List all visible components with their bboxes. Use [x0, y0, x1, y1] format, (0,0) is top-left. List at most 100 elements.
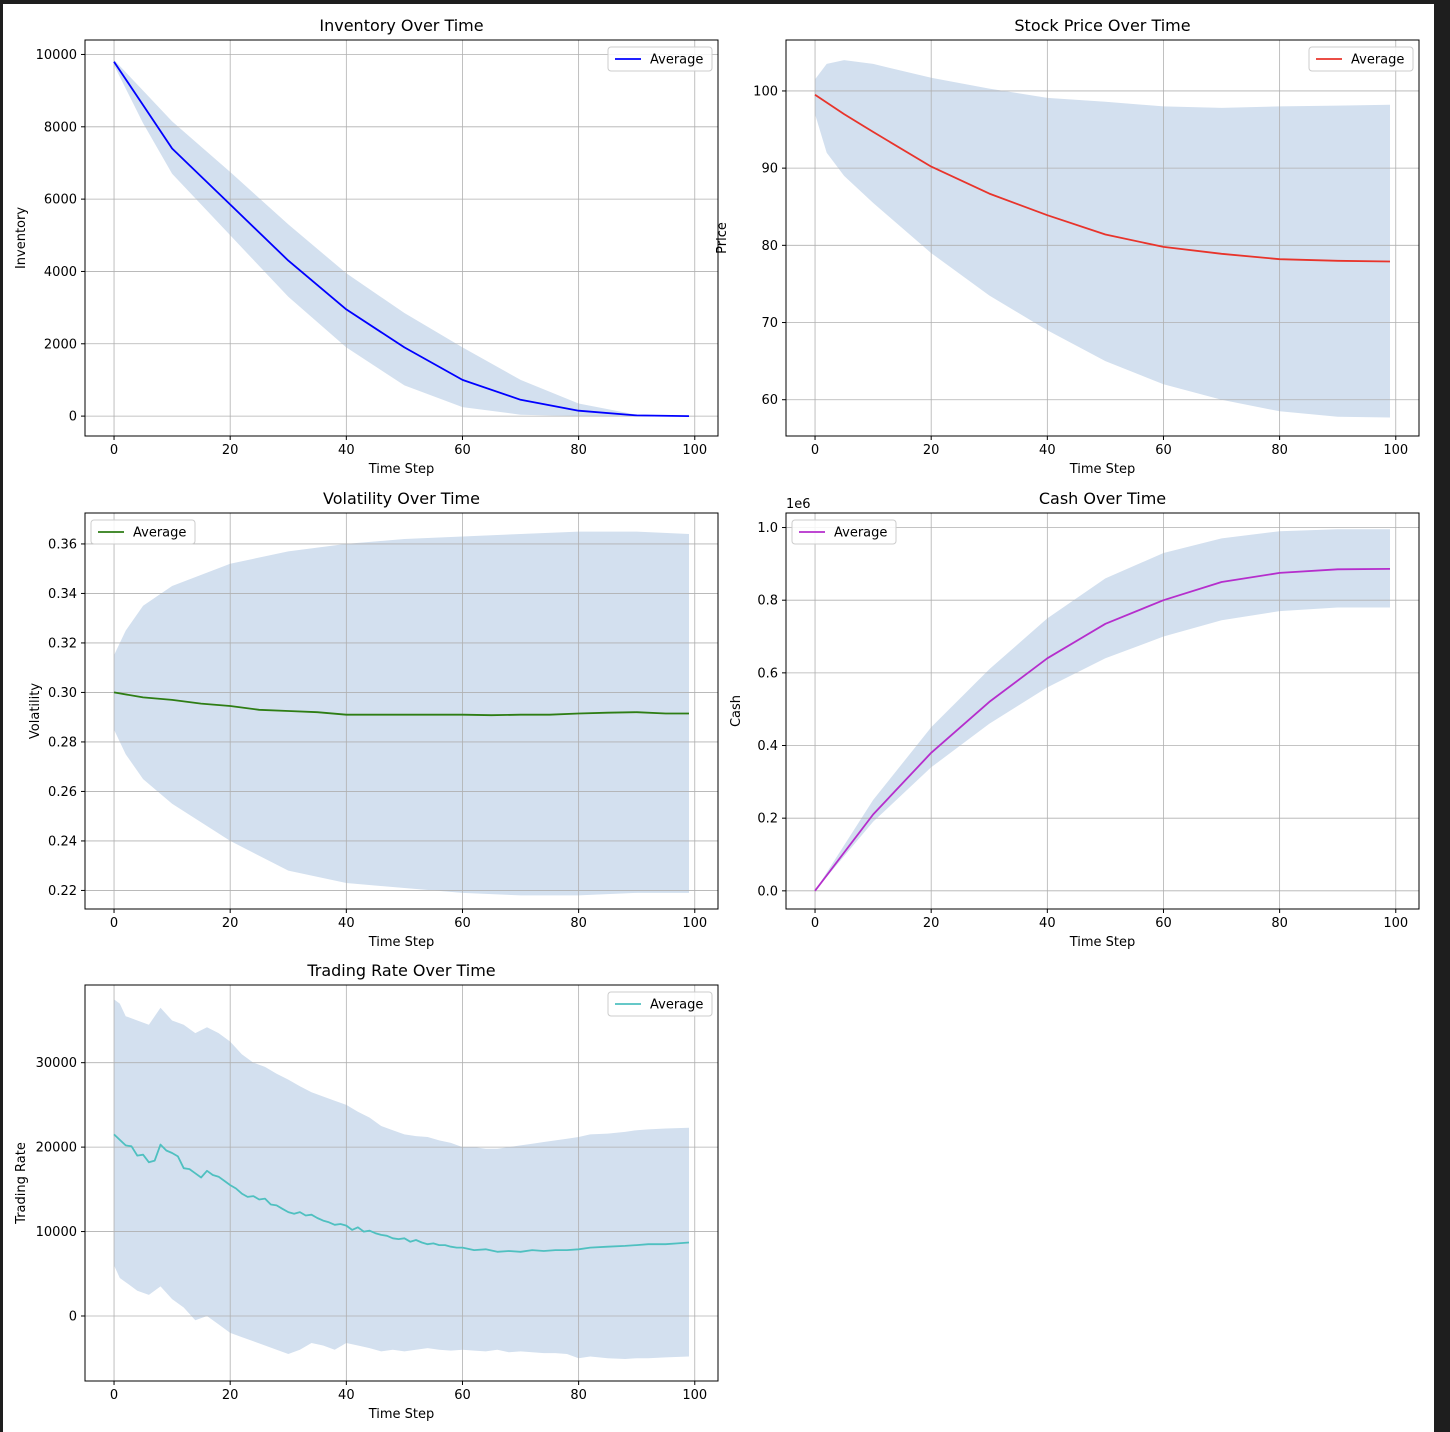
- chart-title: Inventory Over Time: [319, 16, 483, 35]
- x-tick-label: 20: [923, 443, 940, 458]
- x-tick-label: 0: [110, 1388, 118, 1403]
- chart-1: 0 20 40 60 80 100 0 2000 4000 6000 8000 10000 Invent…: [14, 16, 719, 477]
- legend-box: [607, 991, 713, 1017]
- axes-frame: [785, 39, 1420, 437]
- y-tick-label: 0.22: [48, 884, 77, 899]
- y-tick-label: 70: [761, 316, 778, 331]
- chart-3: 0 20 40 60 80 100 0.22 0.24 0.26 0.28 0.30 0.32 0.34…: [28, 489, 719, 950]
- y-tick-label: 10000: [36, 48, 77, 63]
- legend: Average: [90, 519, 196, 545]
- x-tick-label: 40: [338, 1388, 355, 1403]
- y-tick-label: 0.26: [48, 785, 77, 800]
- y-axis-label: Inventory: [14, 207, 29, 269]
- x-tick-label: 20: [222, 1388, 239, 1403]
- series-line: [113, 691, 689, 717]
- legend-label: Average: [1351, 53, 1404, 68]
- y-offset-text: 1e6: [786, 497, 811, 512]
- confidence-band: [114, 999, 689, 1359]
- y-axis-label: Cash: [729, 695, 744, 727]
- x-tick-label: 60: [1155, 916, 1172, 931]
- y-tick-label: 0: [69, 410, 77, 425]
- y-tick-label: 0.28: [48, 735, 77, 750]
- x-tick-label: 20: [222, 916, 239, 931]
- series-line: [113, 1133, 690, 1253]
- y-tick-label: 90: [761, 162, 778, 177]
- y-tick-label: 4000: [44, 265, 77, 280]
- y-tick-label: 60: [761, 393, 778, 408]
- legend: Average: [607, 991, 713, 1017]
- chart-4: 0 20 40 60 80 100 0.0 0.2 0.4 0.6 0.8 1.0 Cash Over …: [729, 489, 1420, 950]
- legend-label: Average: [650, 53, 703, 68]
- x-tick-label: 40: [338, 916, 355, 931]
- x-tick-label: 80: [1271, 916, 1288, 931]
- x-tick-label: 80: [1271, 443, 1288, 458]
- x-tick-label: 60: [454, 1388, 471, 1403]
- y-tick-label: 8000: [44, 120, 77, 135]
- x-tick-label: 100: [682, 916, 707, 931]
- y-tick-label: 100: [753, 84, 778, 99]
- y-tick-label: 2000: [44, 337, 77, 352]
- x-axis-label: Time Step: [368, 1407, 435, 1422]
- axes-frame: [84, 512, 719, 910]
- confidence-band: [815, 60, 1390, 418]
- legend: Average: [791, 519, 897, 545]
- y-tick-label: 0.0: [757, 884, 778, 899]
- y-tick-label: 6000: [44, 193, 77, 208]
- y-tick-label: 0.32: [48, 636, 77, 651]
- legend-box: [1308, 46, 1414, 72]
- y-axis-label: Trading Rate: [14, 1142, 29, 1225]
- x-tick-label: 80: [570, 443, 587, 458]
- chart-title: Cash Over Time: [1039, 489, 1166, 508]
- x-tick-label: 0: [110, 916, 118, 931]
- x-tick-label: 60: [454, 916, 471, 931]
- x-tick-label: 40: [1039, 443, 1056, 458]
- y-tick-label: 0.6: [757, 666, 778, 681]
- x-axis-label: Time Step: [368, 935, 435, 950]
- y-axis-label: Volatility: [28, 683, 43, 739]
- y-tick-label: 1.0: [757, 521, 778, 536]
- y-tick-label: 0.36: [48, 537, 77, 552]
- x-tick-label: 60: [454, 443, 471, 458]
- y-tick-label: 30000: [36, 1056, 77, 1071]
- x-tick-label: 100: [1383, 443, 1408, 458]
- x-tick-label: 60: [1155, 443, 1172, 458]
- x-tick-label: 40: [1039, 916, 1056, 931]
- axes-frame: [84, 39, 719, 437]
- y-tick-label: 0.8: [757, 594, 778, 609]
- series-line: [814, 94, 1391, 263]
- x-tick-label: 0: [811, 916, 819, 931]
- x-tick-label: 100: [1383, 916, 1408, 931]
- x-axis-label: Time Step: [1069, 462, 1136, 477]
- x-tick-label: 100: [682, 1388, 707, 1403]
- confidence-band: [114, 531, 689, 896]
- legend-box: [607, 46, 713, 72]
- y-tick-label: 0.4: [757, 739, 778, 754]
- chart-title: Volatility Over Time: [323, 489, 480, 508]
- legend-box: [90, 519, 196, 545]
- x-axis-label: Time Step: [1069, 935, 1136, 950]
- y-tick-label: 80: [761, 239, 778, 254]
- y-tick-label: 0.30: [48, 686, 77, 701]
- x-tick-label: 20: [222, 443, 239, 458]
- legend-label: Average: [650, 998, 703, 1013]
- legend-box: [791, 519, 897, 545]
- y-tick-label: 10000: [36, 1225, 77, 1240]
- chart-5: 0 20 40 60 80 100 0 10000 20000 30000 Trading Rate…: [14, 961, 719, 1422]
- x-tick-label: 0: [110, 443, 118, 458]
- axes-frame: [84, 984, 719, 1382]
- chart-title: Stock Price Over Time: [1014, 16, 1190, 35]
- legend: Average: [607, 46, 713, 72]
- series-line: [113, 61, 690, 417]
- axes-frame: [785, 512, 1420, 910]
- chart-title: Trading Rate Over Time: [306, 961, 495, 980]
- x-tick-label: 20: [923, 916, 940, 931]
- y-tick-label: 0: [69, 1309, 77, 1324]
- y-tick-label: 0.34: [48, 587, 77, 602]
- legend-label: Average: [133, 526, 186, 541]
- legend: Average: [1308, 46, 1414, 72]
- figure-canvas: 0 20 40 60 80 1000200040006000800010000Invent…: [14, 16, 1420, 1422]
- x-tick-label: 100: [682, 443, 707, 458]
- x-tick-label: 80: [570, 1388, 587, 1403]
- y-axis-label: Price: [715, 222, 730, 254]
- chart-2: 0 20 40 60 80 100 60 70 80 90 100 Stock Price Over …: [715, 16, 1420, 477]
